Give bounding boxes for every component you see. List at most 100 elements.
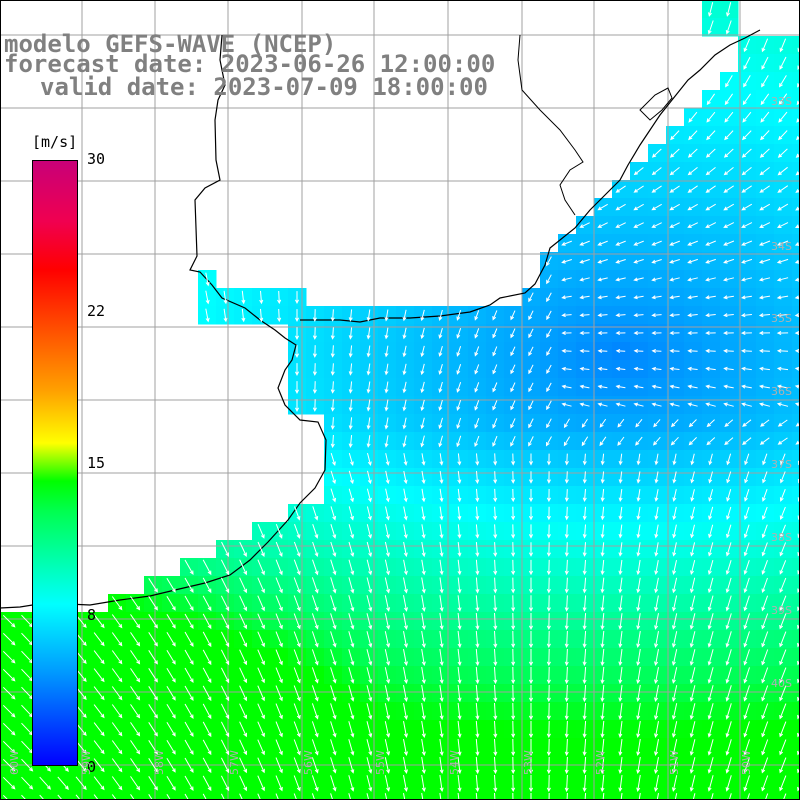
wind-arrow	[743, 542, 750, 557]
wind-arrow	[275, 793, 280, 800]
wind-arrow	[689, 631, 696, 648]
wind-arrow	[564, 738, 569, 757]
wind-cell	[792, 738, 800, 757]
wind-arrow	[564, 720, 569, 739]
wind-cell	[36, 792, 55, 800]
wind-arrow	[402, 399, 407, 412]
wind-arrow	[348, 417, 353, 430]
wind-arrow	[776, 277, 789, 282]
wind-arrow	[615, 313, 626, 318]
wind-arrow	[2, 704, 16, 718]
wind-arrow	[311, 667, 319, 684]
wind-arrow	[439, 559, 444, 576]
wind-arrow	[636, 703, 641, 720]
wind-arrow	[725, 667, 732, 684]
wind-arrow	[651, 240, 662, 246]
wind-arrow	[148, 740, 158, 755]
wind-arrow	[330, 577, 337, 594]
wind-arrow	[618, 524, 623, 539]
wind-arrow	[743, 75, 751, 88]
wind-arrow	[166, 667, 176, 683]
wind-arrow	[511, 648, 516, 667]
wind-arrow	[687, 258, 698, 264]
wind-arrow	[707, 757, 714, 774]
wind-arrow	[257, 721, 265, 738]
wind-cell	[396, 792, 415, 800]
wind-arrow	[348, 309, 353, 322]
wind-arrow	[2, 740, 16, 754]
wind-arrow	[741, 366, 752, 371]
wind-arrow	[348, 667, 355, 684]
wind-arrow	[725, 685, 732, 702]
wind-arrow	[438, 327, 443, 339]
wind-arrow	[546, 666, 551, 685]
wind-arrow	[223, 290, 228, 305]
wind-arrow	[366, 363, 371, 376]
wind-arrow	[633, 203, 644, 211]
wind-arrow	[456, 382, 462, 393]
wind-arrow	[761, 542, 768, 557]
wind-arrow	[780, 471, 786, 484]
wind-arrow	[221, 541, 229, 557]
wind-arrow	[474, 364, 480, 375]
wind-arrow	[600, 506, 605, 521]
wind-arrow	[582, 506, 587, 521]
wind-arrow	[794, 366, 800, 371]
wind-arrow	[741, 167, 752, 176]
wind-cell	[252, 792, 271, 800]
wind-arrow	[366, 381, 371, 394]
wind-arrow	[597, 402, 608, 407]
wind-arrow	[257, 559, 265, 576]
wind-arrow	[312, 524, 319, 539]
wind-arrow	[582, 648, 587, 667]
wind-arrow	[761, 757, 769, 774]
wind-arrow	[617, 418, 625, 428]
wind-arrow	[456, 435, 462, 448]
wind-arrow	[528, 524, 534, 539]
wind-arrow	[403, 703, 408, 720]
wind-arrow	[651, 259, 662, 264]
wind-arrow	[239, 595, 247, 612]
wind-arrow	[528, 506, 534, 521]
wind-arrow	[671, 613, 678, 630]
wind-cell	[792, 252, 800, 271]
wind-arrow	[615, 330, 626, 336]
wind-arrow	[689, 613, 696, 630]
wind-arrow	[220, 703, 230, 720]
wind-arrow	[111, 794, 117, 800]
wind-arrow	[93, 650, 105, 665]
wind-arrow	[439, 613, 444, 630]
wind-arrow	[723, 348, 734, 353]
wind-arrow	[93, 668, 105, 683]
wind-arrow	[293, 667, 301, 684]
wind-arrow	[439, 775, 444, 792]
wind-arrow	[617, 436, 625, 446]
wind-arrow	[493, 720, 498, 739]
wind-arrow	[759, 167, 770, 176]
wind-arrow	[618, 757, 623, 775]
wind-cell	[0, 792, 19, 800]
wind-arrow	[348, 793, 352, 800]
wind-arrow	[438, 345, 443, 357]
wind-arrow	[511, 738, 516, 757]
wind-arrow	[311, 649, 319, 666]
wind-arrow	[689, 775, 696, 792]
wind-arrow	[421, 524, 426, 539]
wind-arrow	[597, 203, 608, 211]
wind-arrow	[561, 384, 572, 389]
wind-arrow	[166, 793, 171, 800]
wind-arrow	[257, 541, 265, 557]
wind-arrow	[275, 685, 283, 702]
wind-arrow	[708, 489, 714, 502]
wind-arrow	[633, 259, 644, 264]
wind-arrow	[384, 309, 389, 322]
wind-arrow	[777, 148, 788, 158]
wind-arrow	[330, 309, 335, 322]
wind-arrow	[166, 613, 176, 629]
wind-arrow	[330, 363, 335, 376]
wind-arrow	[600, 577, 605, 594]
wind-arrow	[726, 524, 732, 539]
wind-arrow	[618, 631, 623, 649]
wind-arrow	[130, 776, 141, 791]
wind-arrow	[348, 327, 353, 340]
